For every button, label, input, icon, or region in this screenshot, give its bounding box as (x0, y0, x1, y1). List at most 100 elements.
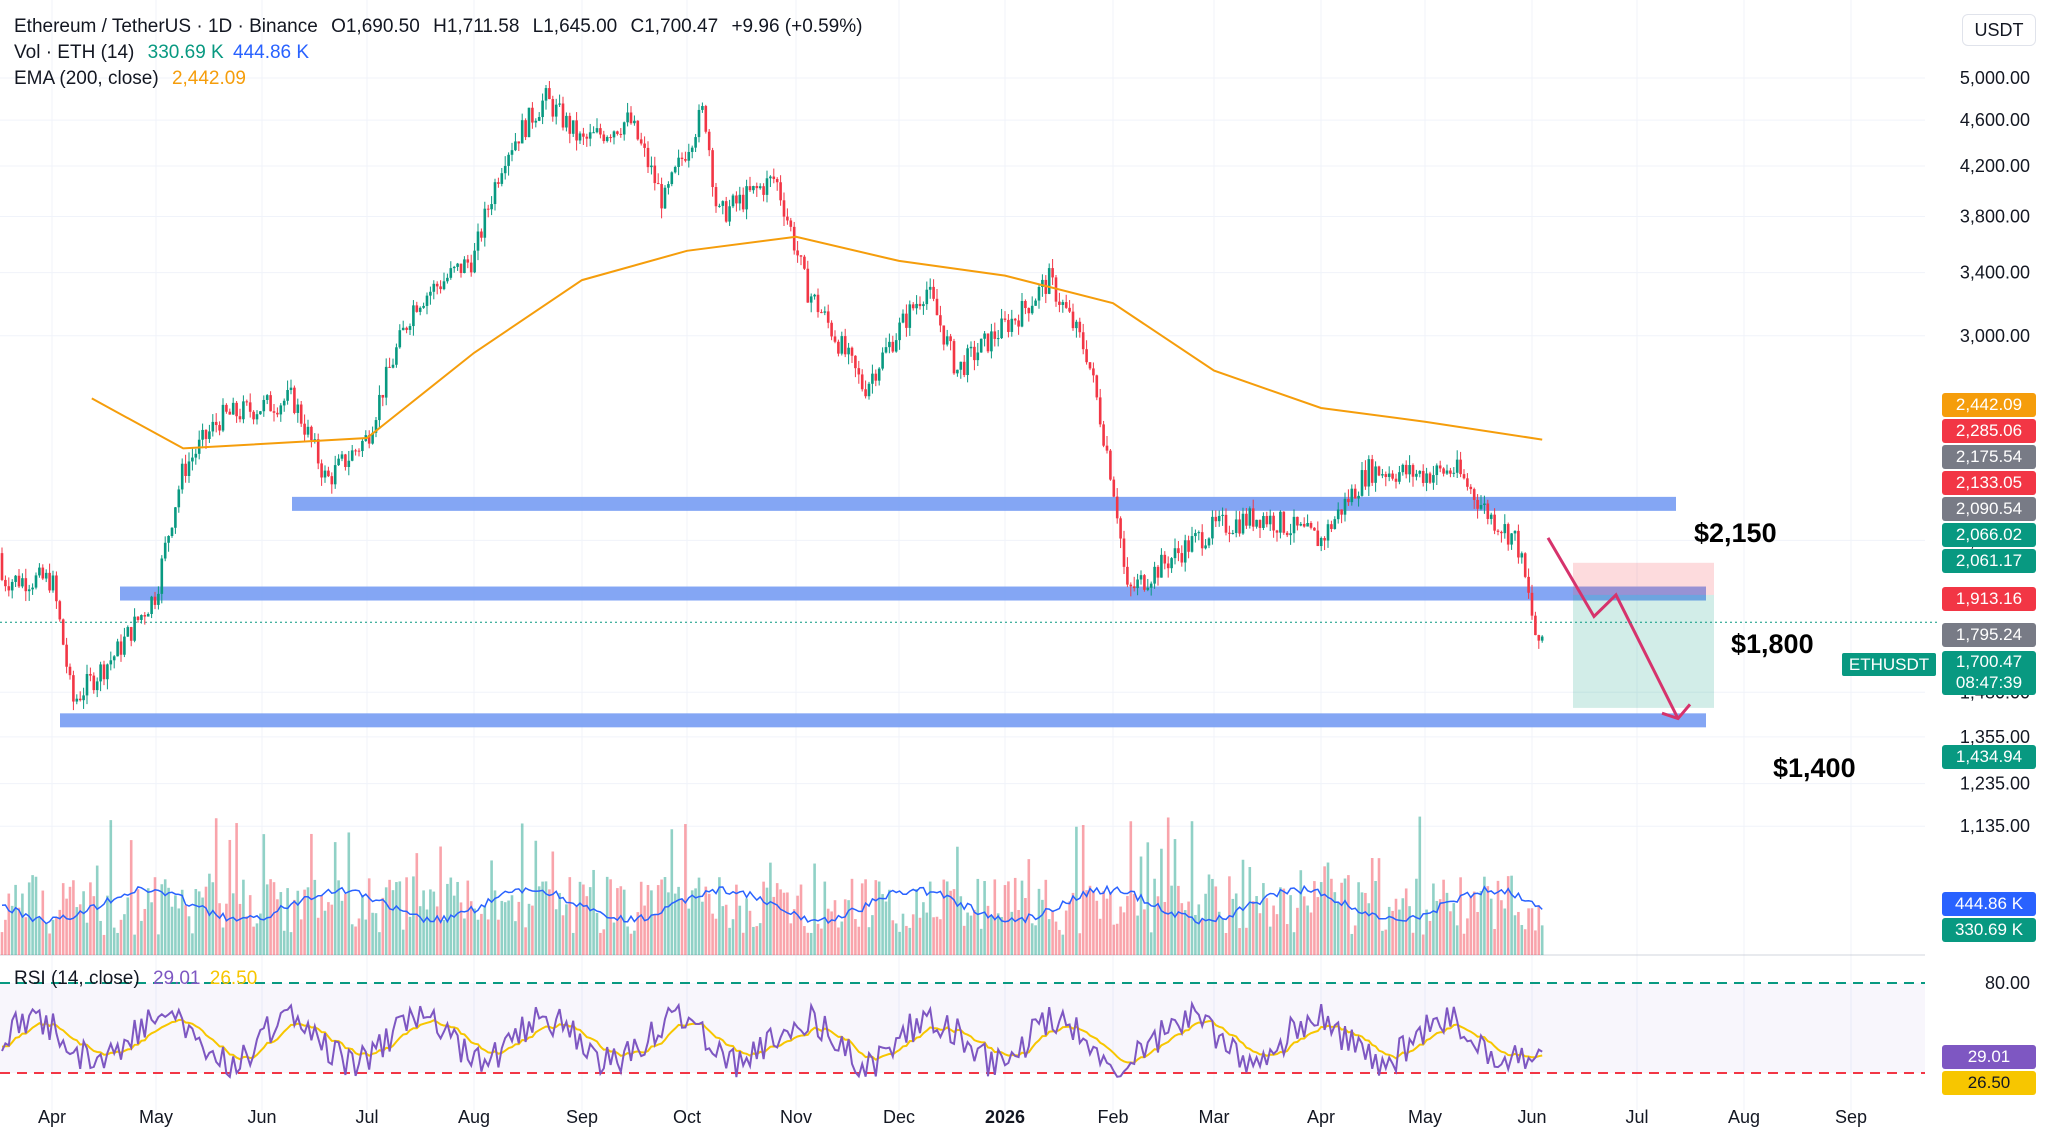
candle-body (993, 331, 997, 339)
candle-body (1041, 279, 1044, 288)
candle-body (1319, 538, 1323, 547)
candle-body (1462, 474, 1466, 479)
candle-body (1119, 518, 1122, 539)
volume-bar (1255, 896, 1258, 955)
candle-body (119, 641, 123, 655)
ema-path (91, 235, 1543, 450)
candle-body (823, 311, 827, 313)
candle-body (306, 426, 310, 435)
candle-body (847, 347, 850, 355)
candle-body (622, 122, 626, 135)
y-tick-label: 1,135.00 (1960, 816, 2030, 836)
volume-bar (932, 917, 935, 955)
candle-body (1105, 445, 1109, 451)
candle-body (837, 341, 840, 354)
volume-bar (1272, 905, 1275, 955)
candle-body (265, 395, 269, 400)
candle-body (333, 465, 337, 485)
volume-bar (1160, 848, 1163, 955)
volume-bar (143, 908, 147, 955)
ema-value: 2,442.09 (171, 68, 246, 89)
volume-bar (170, 906, 174, 955)
candle-body (17, 575, 21, 587)
volume-bar (993, 879, 997, 955)
volume-bar (347, 832, 351, 955)
candle-body (660, 184, 663, 209)
candle-body (21, 578, 24, 587)
candle-body (928, 286, 932, 290)
volume-bar (89, 882, 92, 955)
candle-body (782, 200, 786, 217)
candle-body (820, 312, 823, 314)
volume-bar (92, 896, 96, 955)
candle-body (554, 104, 558, 117)
candle-body (95, 681, 99, 691)
candle-body (541, 100, 544, 118)
candle-body (765, 178, 769, 195)
y-tick-label: 3,400.00 (1960, 263, 2030, 283)
x-tick-label: Sep (1835, 1107, 1867, 1127)
candle-body (891, 341, 895, 352)
candle-body (1177, 548, 1180, 554)
open-value: O1,690.50 (331, 16, 420, 37)
volume-bar (551, 851, 555, 955)
candle-body (1353, 488, 1357, 499)
candle-body (1472, 489, 1476, 500)
candle-body (531, 107, 534, 123)
candle-body (544, 88, 548, 101)
candle-body (211, 421, 215, 432)
candle-body (1438, 465, 1442, 469)
volume-bar (405, 877, 408, 955)
candle-body (323, 470, 327, 478)
volume-bar (344, 894, 347, 955)
candle-body (269, 395, 272, 412)
volume-bar (1500, 900, 1503, 955)
candle-body (1000, 318, 1003, 339)
candle-body (1258, 519, 1262, 528)
candle-body (898, 322, 901, 341)
volume-bar (959, 896, 963, 955)
vol-value-2: 444.86 K (233, 42, 310, 63)
volume-bar (840, 921, 844, 955)
candle-body (1180, 553, 1184, 563)
volume-bar (1112, 924, 1116, 955)
candle-body (1197, 532, 1201, 534)
volume-bar (493, 890, 497, 955)
candle-body (1207, 538, 1211, 546)
candle-body (867, 383, 871, 397)
candle-body (473, 250, 476, 273)
candle-body (381, 394, 385, 398)
volume-bar (1530, 908, 1534, 955)
y-tick-label: 1,355.00 (1960, 727, 2030, 747)
candle-body (1034, 300, 1037, 306)
volume-bar (1326, 862, 1330, 955)
volume-bar (684, 824, 687, 955)
rsi-label-box: 29.01 (1942, 1045, 2036, 1069)
candle-body (877, 368, 881, 381)
volume-bar (1285, 924, 1289, 955)
candle-body (449, 268, 453, 278)
volume-bar (843, 899, 847, 955)
candle-body (1292, 516, 1296, 534)
candle-body (92, 675, 96, 691)
volume-bar (847, 900, 850, 955)
candle-body (133, 616, 136, 641)
volume-bar (1279, 887, 1282, 955)
candle-body (962, 361, 966, 376)
volume-bar (915, 888, 918, 955)
candle-body (1173, 548, 1177, 559)
volume-bar (1466, 918, 1469, 955)
volume-bar (1262, 883, 1265, 955)
volume-bar (1064, 910, 1068, 955)
candle-body (1442, 468, 1445, 474)
candle-body (1109, 450, 1112, 480)
volume-bar (1234, 893, 1238, 955)
volume-bar (1421, 934, 1425, 955)
currency-selector[interactable]: USDT (1962, 14, 2036, 46)
candle-body (748, 186, 752, 191)
candle-body (724, 201, 728, 222)
volume-bar (337, 880, 340, 955)
volume-bar (1248, 867, 1252, 955)
volume-bar (1007, 881, 1010, 955)
